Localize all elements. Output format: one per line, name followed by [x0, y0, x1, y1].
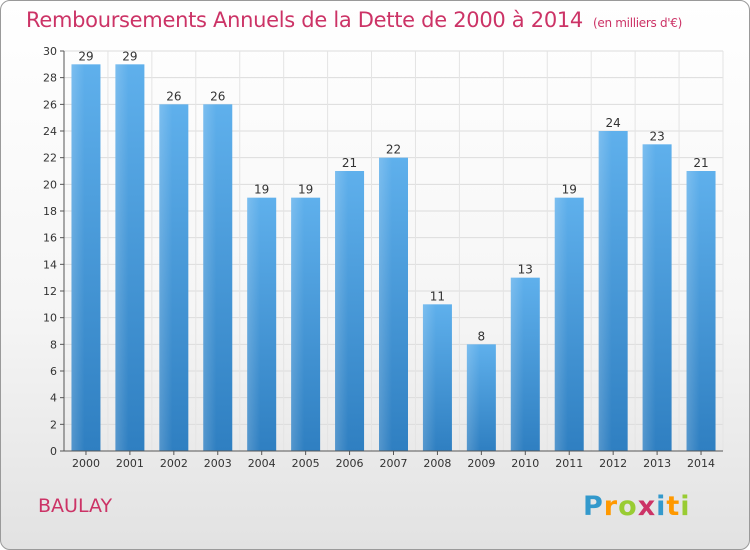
logo-letter: i [680, 491, 691, 522]
x-tick-label: 2014 [687, 457, 715, 470]
subtitle-text: (en milliers d'€) [593, 16, 683, 30]
x-tick-label: 2012 [599, 457, 627, 470]
logo-letter: o [618, 491, 638, 522]
y-tick-label: 12 [43, 285, 57, 298]
bar-highlight [422, 304, 452, 451]
y-tick-label: 14 [43, 258, 57, 271]
data-label: 24 [606, 116, 621, 130]
x-tick-label: 2008 [423, 457, 451, 470]
y-tick-label: 18 [43, 205, 57, 218]
data-label: 21 [342, 156, 357, 170]
bar-highlight [203, 104, 233, 451]
labels-group: 29 29 26 26 19 19 21 22 11 8 13 19 24 23 21 [78, 49, 708, 343]
logo-letter: P [583, 491, 604, 522]
data-label: 11 [430, 289, 445, 303]
y-tick-label: 4 [50, 392, 57, 405]
data-label: 29 [78, 49, 93, 63]
x-tick-label: 2002 [160, 457, 188, 470]
x-tick-label: 2009 [467, 457, 495, 470]
bar-highlight [554, 197, 584, 451]
bar-highlight [247, 197, 277, 451]
x-tick-label: 2006 [336, 457, 364, 470]
y-tick-label: 20 [43, 178, 57, 191]
bar-highlight [115, 64, 145, 452]
logo-letter: i [656, 491, 667, 522]
y-tick-label: 6 [50, 365, 57, 378]
data-label: 19 [562, 183, 577, 197]
data-label: 21 [693, 156, 708, 170]
x-tick-label: 2004 [248, 457, 276, 470]
logo-letter: r [603, 491, 619, 522]
y-tick-label: 16 [43, 232, 57, 245]
place-label: BAULAY [38, 495, 113, 517]
bar-highlight [686, 171, 716, 451]
chart-title: Remboursements Annuels de la Dette de 20… [26, 8, 682, 32]
bar-highlight [71, 64, 101, 452]
y-tick-label: 22 [43, 152, 57, 165]
data-label: 26 [210, 89, 225, 103]
y-tick-label: 10 [43, 312, 57, 325]
x-tick-label: 2001 [116, 457, 144, 470]
data-label: 19 [298, 183, 313, 197]
x-tick-label: 2013 [643, 457, 671, 470]
bar-highlight [291, 197, 321, 451]
data-label: 29 [122, 49, 137, 63]
y-tick-label: 28 [43, 72, 57, 85]
bar-highlight [159, 104, 189, 451]
bars-group [71, 64, 716, 452]
proxiti-logo: Proxiti [583, 491, 691, 522]
x-tick-label: 2003 [204, 457, 232, 470]
data-label: 22 [386, 143, 401, 157]
bar-highlight [642, 144, 672, 452]
data-label: 19 [254, 183, 269, 197]
bar-highlight [466, 344, 496, 451]
y-tick-label: 26 [43, 98, 57, 111]
data-label: 26 [166, 89, 181, 103]
logo-letter: x [637, 491, 657, 522]
x-tick-label: 2005 [292, 457, 320, 470]
title-text: Remboursements Annuels de la Dette de 20… [26, 8, 583, 32]
x-tick-label: 2000 [72, 457, 100, 470]
data-label: 13 [518, 263, 533, 277]
logo-letter: t [666, 491, 681, 522]
bar-highlight [510, 277, 540, 451]
y-tick-label: 8 [50, 338, 57, 351]
y-tick-label: 0 [50, 445, 57, 458]
y-tick-label: 24 [43, 125, 57, 138]
x-tick-label: 2011 [555, 457, 583, 470]
bar-highlight [598, 131, 628, 451]
x-tick-label: 2010 [511, 457, 539, 470]
data-label: 23 [649, 129, 664, 143]
bar-highlight [379, 157, 408, 451]
y-tick-label: 2 [50, 418, 57, 431]
y-tick-label: 30 [43, 45, 57, 58]
bar-highlight [335, 171, 365, 451]
x-tick-label: 2007 [380, 457, 408, 470]
data-label: 8 [478, 329, 486, 343]
